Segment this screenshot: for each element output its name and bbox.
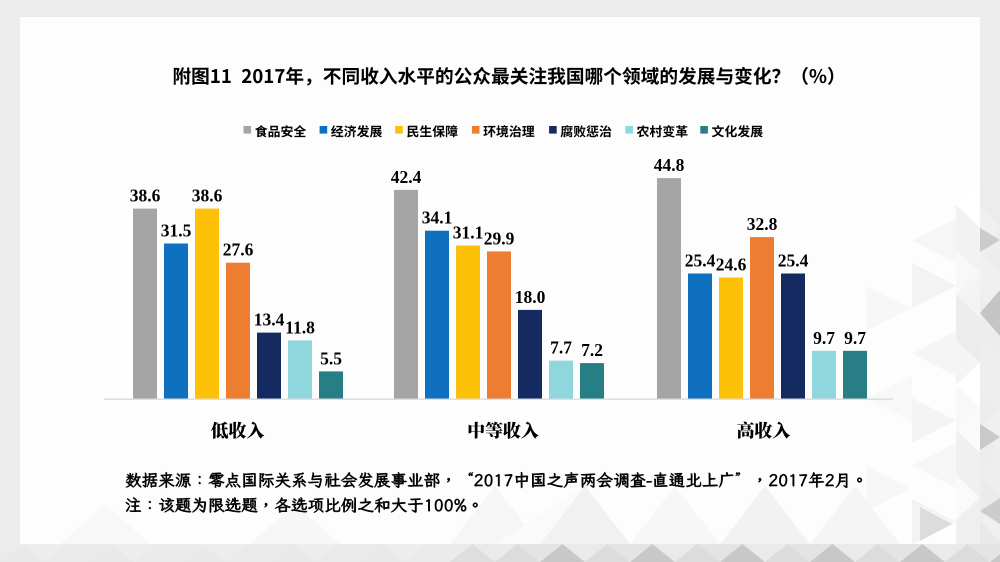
svg-text:27.6: 27.6: [223, 240, 254, 260]
svg-text:31.5: 31.5: [161, 221, 192, 241]
svg-text:9.7: 9.7: [813, 328, 835, 348]
svg-text:7.7: 7.7: [550, 338, 572, 358]
svg-text:25.4: 25.4: [685, 251, 716, 271]
svg-text:29.9: 29.9: [484, 228, 515, 248]
svg-text:18.0: 18.0: [515, 287, 546, 307]
svg-text:5.5: 5.5: [320, 348, 342, 368]
svg-text:24.6: 24.6: [716, 255, 747, 275]
svg-text:44.8: 44.8: [654, 155, 685, 175]
svg-text:38.6: 38.6: [192, 186, 223, 206]
svg-text:25.4: 25.4: [778, 251, 809, 271]
svg-text:11.8: 11.8: [285, 317, 315, 337]
svg-text:34.1: 34.1: [422, 208, 453, 228]
svg-text:31.1: 31.1: [453, 223, 484, 243]
svg-text:38.6: 38.6: [130, 186, 161, 206]
svg-text:42.4: 42.4: [391, 167, 422, 187]
svg-text:9.7: 9.7: [844, 328, 866, 348]
svg-text:7.2: 7.2: [581, 340, 603, 360]
svg-text:32.8: 32.8: [747, 214, 778, 234]
svg-text:13.4: 13.4: [254, 310, 285, 330]
